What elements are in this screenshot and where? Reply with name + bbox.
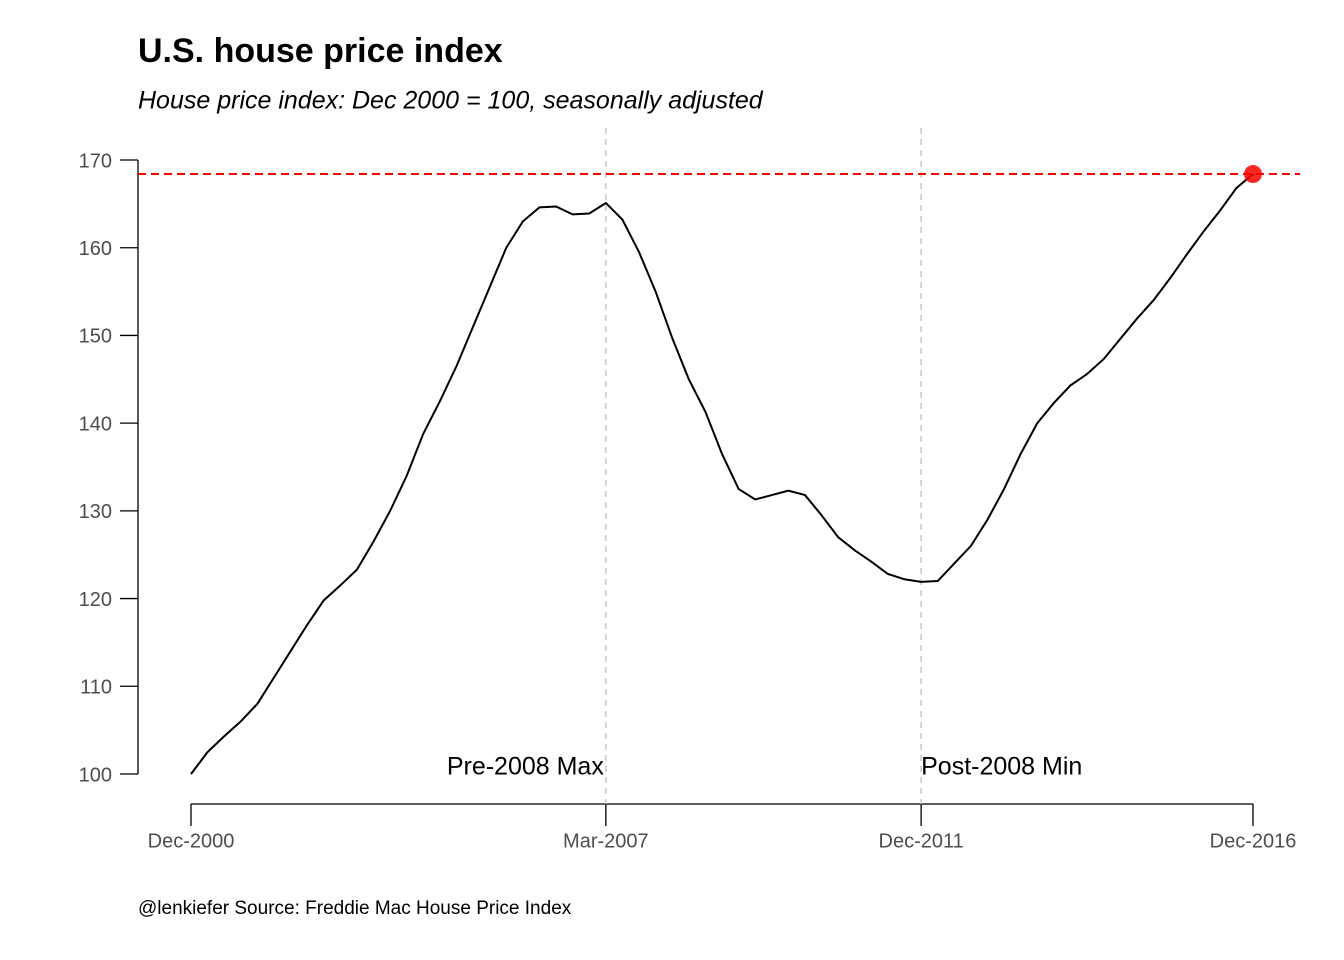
y-tick-label: 120	[79, 589, 112, 611]
y-tick-label: 130	[79, 501, 112, 523]
y-tick-label: 100	[79, 764, 112, 786]
latest-point	[1244, 165, 1262, 184]
chart-title: U.S. house price index	[138, 32, 503, 70]
annotation: Pre-2008 Max	[447, 753, 605, 781]
x-tick-label: Dec-2011	[879, 830, 964, 852]
chart-subtitle: House price index: Dec 2000 = 100, seaso…	[138, 87, 764, 115]
line	[190, 173, 1254, 775]
y-tick-label: 170	[79, 150, 112, 172]
y-tick-label: 160	[79, 238, 112, 260]
x-tick-label: Mar-2007	[563, 830, 649, 852]
caption: @lenkiefer Source: Freddie Mac House Pri…	[138, 898, 572, 919]
y-tick-label: 140	[79, 413, 112, 435]
y-tick-label: 150	[79, 326, 112, 348]
annotation: Post-2008 Min	[921, 753, 1082, 781]
y-tick-label: 110	[80, 677, 112, 699]
x-tick-label: Dec-2000	[148, 830, 235, 852]
x-tick-label: Dec-2016	[1210, 830, 1297, 852]
